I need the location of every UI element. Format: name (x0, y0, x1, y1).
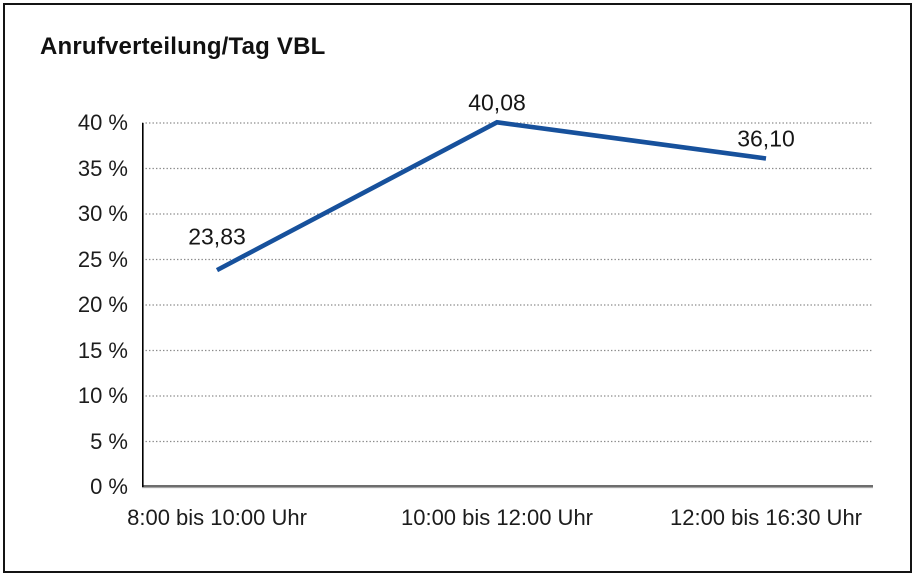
x-axis-category-label: 10:00 bis 12:00 Uhr (400, 505, 594, 530)
chart-line-series (215, 119, 767, 273)
data-point-label: 23,83 (188, 223, 246, 250)
x-axis-category-label: 8:00 bis 10:00 Uhr (127, 505, 307, 530)
plot-area (142, 119, 873, 489)
chart-title: Anrufverteilung/Tag VBL (40, 33, 326, 60)
y-axis-tick-label: 20 % (77, 292, 128, 317)
y-axis-tick-label: 10 % (77, 383, 128, 408)
line-chart-svg (142, 119, 873, 489)
y-axis-tick-label: 30 % (77, 201, 128, 226)
y-axis-tick-label: 15 % (77, 337, 128, 363)
y-axis-tick-label: 40 % (77, 110, 128, 135)
y-axis-tick-label: 5 % (90, 428, 128, 454)
y-axis-tick-label: 25 % (77, 246, 128, 272)
y-axis-tick-label: 35 % (77, 155, 128, 181)
x-axis-category-label: 12:00 bis 16:30 Uhr (669, 505, 863, 530)
y-axis-tick-label: 0 % (90, 474, 128, 499)
data-point-label: 40,08 (468, 89, 526, 116)
data-point-label: 36,10 (737, 125, 795, 152)
